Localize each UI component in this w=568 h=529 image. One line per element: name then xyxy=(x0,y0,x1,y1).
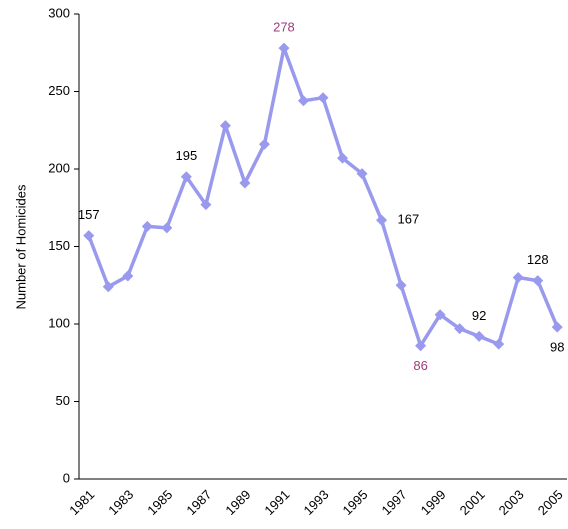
y-tick-label: 0 xyxy=(63,470,70,485)
data-label: 278 xyxy=(273,20,295,35)
x-tick-label: 2003 xyxy=(496,487,527,518)
y-axis-label: Number of Homicides xyxy=(13,184,28,309)
y-tick-label: 50 xyxy=(56,393,70,408)
marker xyxy=(297,95,309,107)
marker xyxy=(493,338,505,350)
marker xyxy=(337,152,349,164)
marker xyxy=(219,120,231,132)
x-tick-label: 1991 xyxy=(261,487,292,518)
marker xyxy=(473,330,485,342)
x-tick-label: 1995 xyxy=(340,487,371,518)
marker xyxy=(278,42,290,54)
marker xyxy=(141,220,153,232)
x-tick-label: 1981 xyxy=(66,487,97,518)
marker xyxy=(415,340,427,352)
data-label: 167 xyxy=(398,212,420,227)
y-tick-label: 200 xyxy=(48,160,70,175)
marker xyxy=(180,171,192,183)
data-label: 128 xyxy=(527,252,549,267)
marker xyxy=(122,270,134,282)
x-tick-label: 2001 xyxy=(457,487,488,518)
marker xyxy=(356,168,368,180)
marker xyxy=(239,177,251,189)
data-label: 86 xyxy=(413,358,427,373)
marker xyxy=(512,272,524,283)
marker xyxy=(454,323,466,335)
marker xyxy=(434,309,446,321)
marker xyxy=(102,281,114,293)
x-tick-label: 1989 xyxy=(222,487,253,518)
data-label: 98 xyxy=(550,340,564,355)
marker xyxy=(83,230,95,242)
marker xyxy=(395,279,407,291)
x-tick-label: 1983 xyxy=(105,487,136,518)
x-tick-label: 1997 xyxy=(379,487,410,518)
marker xyxy=(258,138,270,150)
y-tick-label: 100 xyxy=(48,315,70,330)
y-tick-label: 300 xyxy=(48,5,70,20)
x-tick-label: 1985 xyxy=(144,487,175,518)
marker xyxy=(161,222,173,234)
x-tick-label: 2005 xyxy=(535,487,566,518)
x-tick-label: 1999 xyxy=(418,487,449,518)
marker xyxy=(317,92,329,104)
x-tick-label: 1993 xyxy=(300,487,331,518)
marker xyxy=(376,214,388,226)
data-label: 92 xyxy=(472,308,486,323)
y-tick-label: 250 xyxy=(48,83,70,98)
marker xyxy=(200,199,212,211)
y-tick-label: 150 xyxy=(48,238,70,253)
x-tick-label: 1987 xyxy=(183,487,214,518)
marker xyxy=(551,321,563,333)
data-label: 157 xyxy=(78,207,100,222)
marker xyxy=(532,275,544,287)
data-label: 195 xyxy=(176,148,198,163)
